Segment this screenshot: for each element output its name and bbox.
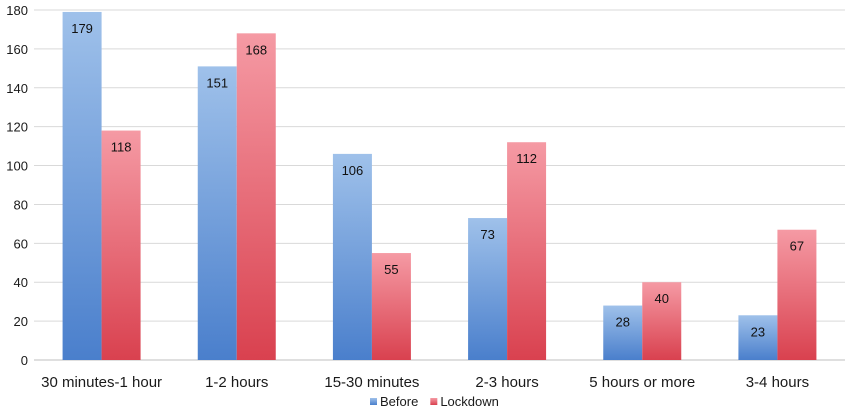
bar-before	[738, 315, 778, 360]
bar-before	[332, 153, 372, 360]
data-labels: 179 118 151 168 106 55 73 112 28 40 23 67	[71, 21, 804, 339]
legend: Before Lockdown	[370, 394, 499, 409]
y-tick-label: 140	[6, 81, 28, 96]
data-label: 168	[245, 42, 267, 57]
y-tick-label: 40	[14, 275, 28, 290]
y-axis-ticks: 0 20 40 60 80 100 120 140 160 180	[6, 3, 28, 368]
y-tick-label: 100	[6, 159, 28, 174]
data-label: 151	[206, 75, 228, 90]
y-tick-label: 60	[14, 236, 28, 251]
data-label: 106	[342, 163, 364, 178]
x-tick-label: 2-3 hours	[475, 374, 538, 391]
bar-lockdown	[236, 33, 276, 360]
bar-before	[62, 11, 102, 360]
data-label: 28	[616, 315, 630, 330]
y-tick-label: 160	[6, 42, 28, 57]
data-label: 118	[111, 140, 132, 155]
bar-lockdown	[777, 229, 817, 360]
x-tick-label: 3-4 hours	[746, 374, 809, 391]
bar-before	[468, 218, 508, 360]
x-tick-label: 15-30 minutes	[324, 374, 419, 391]
y-tick-label: 120	[6, 120, 28, 135]
data-label: 23	[751, 324, 765, 339]
x-tick-label: 1-2 hours	[205, 374, 268, 391]
y-tick-label: 80	[14, 197, 28, 212]
data-label: 112	[516, 151, 537, 166]
y-tick-label: 180	[6, 3, 28, 18]
bar-lockdown	[507, 142, 547, 360]
legend-label: Lockdown	[440, 394, 499, 409]
bar-lockdown	[371, 253, 411, 360]
y-tick-label: 20	[14, 314, 28, 329]
data-label: 179	[71, 21, 93, 36]
bars	[62, 11, 817, 360]
x-axis-categories: 30 minutes-1 hour 1-2 hours 15-30 minutes 2…	[41, 374, 809, 391]
bar-lockdown	[642, 282, 682, 360]
legend-swatch	[430, 398, 438, 405]
bar-lockdown	[101, 130, 141, 360]
data-label: 40	[655, 291, 669, 306]
legend-swatch	[370, 398, 377, 405]
data-label: 73	[480, 227, 494, 242]
y-tick-label: 0	[21, 353, 28, 368]
bar-before	[197, 66, 237, 360]
legend-label: Before	[380, 394, 418, 409]
bar-before	[603, 305, 643, 360]
data-label: 55	[384, 262, 398, 277]
gridlines	[34, 9, 845, 361]
x-tick-label: 5 hours or more	[589, 374, 695, 391]
data-label: 67	[790, 239, 804, 254]
x-tick-label: 30 minutes-1 hour	[41, 374, 162, 391]
